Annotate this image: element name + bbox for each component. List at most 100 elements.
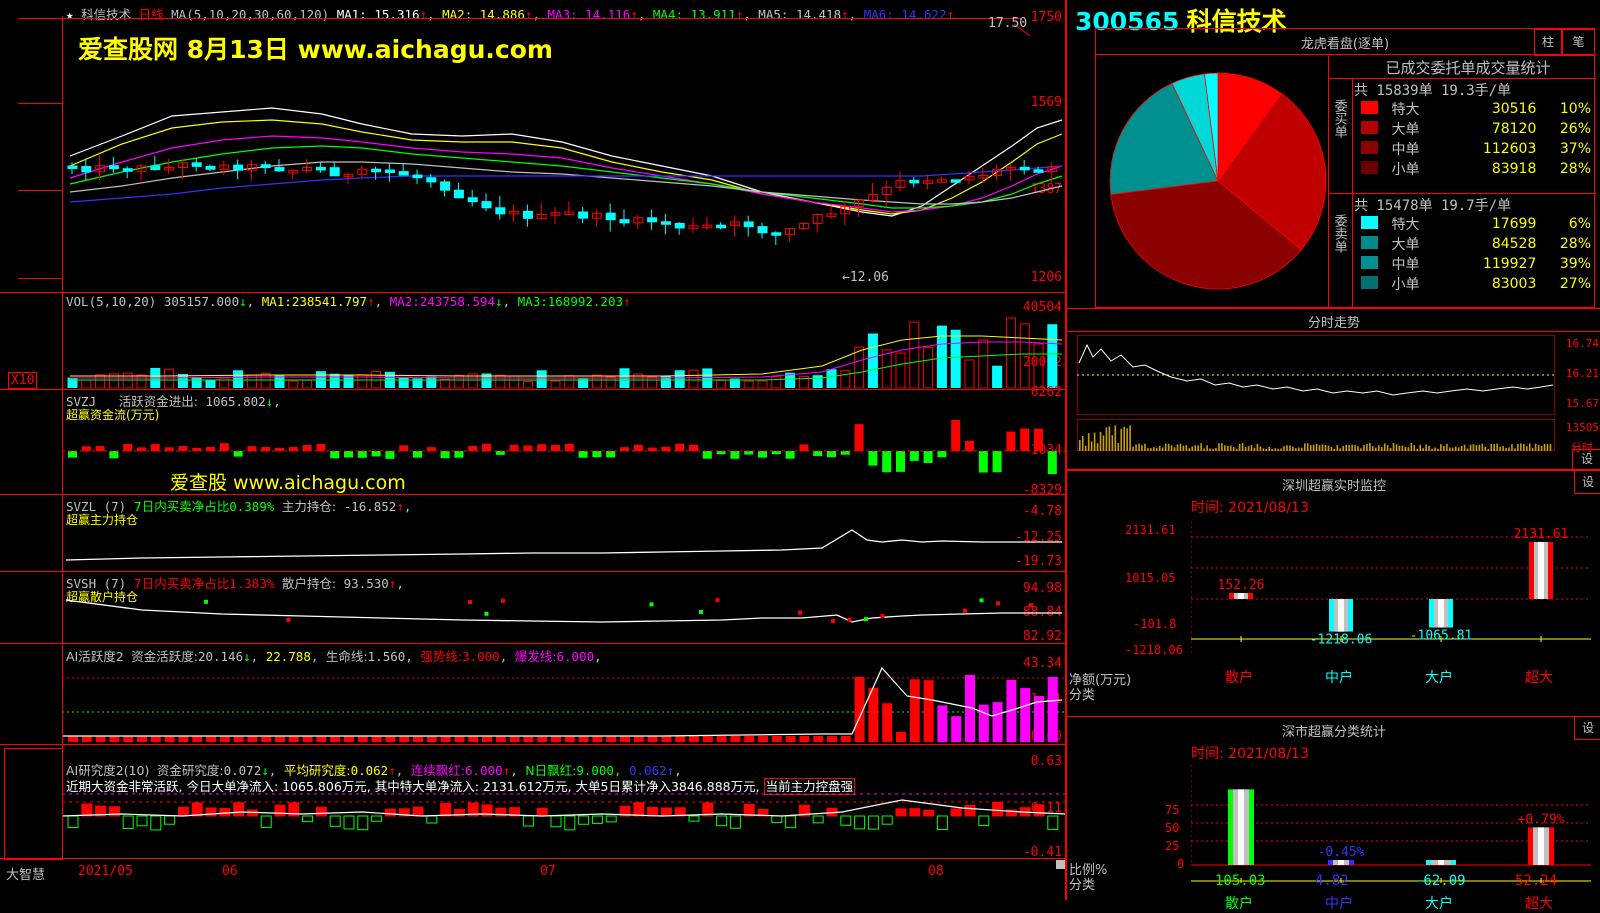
order-row: 小单 83003 27% [1358,274,1594,294]
svzl-axis-label-1: -12.25 [1015,530,1062,545]
order-percent: 28% [1559,236,1591,252]
ai-research-axis-label-0: 0.63 [1030,754,1062,769]
order-type-label: 小单 [1391,162,1420,178]
cl-value-2: -62.09 [1415,873,1466,889]
volume-title: VOL(5,10,20) [66,294,157,309]
cl-ytick-0: 75 [1165,803,1180,817]
lock-icon[interactable] [1056,860,1065,869]
cl-axis-label-1: 比例% [1069,863,1108,878]
order-volume: 78120 [1491,121,1537,137]
low-price-marker: ←12.06 [842,270,889,285]
sell-side-label: 委卖单 [1331,214,1347,253]
intraday-line-chart[interactable] [1077,335,1555,415]
order-distribution-pie[interactable] [1102,57,1334,305]
classification-settings-button[interactable]: 设 [1574,717,1600,740]
order-color-swatch [1361,275,1378,289]
svzl-axis-label-0: -4.78 [1022,504,1062,519]
tab-column[interactable]: 柱 [1534,29,1562,56]
ai-active-axis-label-0: 43.34 [1022,656,1062,671]
volume-unit-badge: X10 [8,372,38,389]
volume-value: 305157.000 [163,294,240,309]
svsh-ratio-label: 7日内买卖净占比 [133,576,230,591]
classification-stats-chart[interactable]: -0.45% +0.79% [1191,765,1591,883]
stock-code-label: 300565 [1075,7,1180,36]
intraday-settings-button[interactable]: 设 [1572,449,1600,469]
intraday-volume-chart[interactable] [1077,419,1555,451]
order-row: 中单 112603 37% [1358,139,1594,159]
tab-stroke[interactable]: 笔 [1562,29,1594,56]
dragon-board-panel: 龙虎看盘(逐单) 柱 笔 已成交委托单成交量统计 共 15839单 19.3手/… [1095,28,1596,309]
order-color-swatch [1361,120,1378,134]
app-name-label: 大智慧 [6,868,46,883]
order-type-label: 大单 [1391,122,1420,138]
svg-text:2131.61: 2131.61 [1514,527,1569,542]
watermark-primary: 爱查股网 8月13日 www.aichagu.com [78,35,553,64]
svzl-panel-header: SVZL (7) 7日内买卖净占比0.389% 主力持仓: -16.852↑, [66,499,412,514]
ai-research-chart[interactable] [62,786,1066,854]
order-row: 小单 83918 28% [1358,159,1594,179]
date-axis-label-3: 08 [928,864,944,879]
order-type-label: 特大 [1391,217,1420,233]
realtime-monitor-panel: 深圳超赢实时监控 设 时间: 2021/08/13 152.26 -1218.06… [1067,470,1600,703]
candlestick-chart[interactable] [62,16,1066,292]
price-axis-label-1: 1569 [1030,95,1062,110]
order-type-label: 大单 [1391,237,1420,253]
classification-time: 时间: 2021/08/13 [1191,746,1309,762]
ai-active-code: AI活跃度2 [66,649,124,664]
realtime-monitor-time: 时间: 2021/08/13 [1191,500,1309,516]
svsh-panel-header: SVSH (7) 7日内买卖净占比1.383% 散户持仓: 93.530↑, [66,576,404,591]
stock-name-title: 科信技术 [1186,7,1287,36]
cl-category-1: 中户 [1325,896,1353,912]
svzl-chart[interactable] [62,510,1066,568]
order-type-label: 小单 [1391,277,1420,293]
right-panel: 300565 科信技术 龙虎看盘(逐单) 柱 笔 已成交委托单成交量统计 共 1… [1066,0,1600,912]
order-percent: 28% [1559,161,1591,177]
ai-research-code: AI研究度2(10) [66,763,150,778]
order-stats-title: 已成交委托单成交量统计 [1385,59,1551,77]
order-type-label: 中单 [1391,142,1420,158]
order-percent: 27% [1559,276,1591,292]
buy-summary: 共 15839单 19.3手/单 [1354,83,1512,99]
svzj-subtitle: 超赢资金流(万元) [66,408,160,422]
stock-title: 300565 科信技术 [1075,2,1287,38]
intraday-axis-label-1: 16.21 [1565,367,1599,380]
date-axis-label-1: 06 [222,864,238,879]
date-axis-label-2: 07 [540,864,556,879]
order-percent: 39% [1559,256,1591,272]
svzj-chart[interactable] [62,420,1066,494]
svzl-axis-label-2: -19.73 [1015,554,1062,569]
rt-ytick-2: -101.8 [1133,617,1177,631]
intraday-panel: 分时走势 16.74 16.21 15.67 13505 分时 设 [1067,308,1600,470]
svzl-holding-value: -16.852 [343,499,397,514]
svzl-ratio-label: 7日内买卖净占比 [133,499,230,514]
price-axis-label-3: 1206 [1030,270,1062,285]
order-color-swatch [1361,140,1378,154]
intraday-x-label: 分时 [1571,441,1593,454]
cl-axis-label-2: 分类 [1069,878,1096,893]
intraday-axis-label-0: 16.74 [1565,337,1599,350]
order-row: 大单 78120 26% [1358,119,1594,139]
rt-category-1: 中户 [1325,670,1353,686]
cl-category-0: 散户 [1225,896,1253,912]
commentary-highlight: 当前主力控盘强 [763,778,856,795]
buy-side-label: 委买单 [1331,99,1347,138]
classification-stats-panel: 深市超赢分类统计 设 时间: 2021/08/13 -0.45% +0.79% 7… [1067,716,1600,912]
order-volume: 83003 [1491,276,1537,292]
order-color-swatch [1361,215,1378,229]
rt-ytick-3: -1218.06 [1125,643,1183,657]
volume-chart[interactable] [62,306,1066,388]
favorite-star-icon[interactable]: ★ [66,7,74,22]
realtime-monitor-settings-button[interactable]: 设 [1574,471,1600,494]
order-volume: 119927 [1482,256,1537,272]
order-row: 特大 17699 6% [1358,214,1594,234]
svzl-code: SVZL (7) [66,499,127,514]
cl-value-0: 105.03 [1215,873,1266,889]
svsh-axis-label-0: 94.98 [1022,581,1062,596]
svzl-subtitle: 超赢主力持仓 [66,513,139,527]
svsh-chart[interactable] [62,588,1066,643]
price-axis-label-0: 1750 [1030,10,1062,25]
chart-region: ★ 科信技术 日线 MA(5,10,20,30,60,120) MA1: 15.… [0,0,1066,900]
order-volume: 30516 [1491,101,1537,117]
ai-active-chart[interactable] [62,660,1066,742]
